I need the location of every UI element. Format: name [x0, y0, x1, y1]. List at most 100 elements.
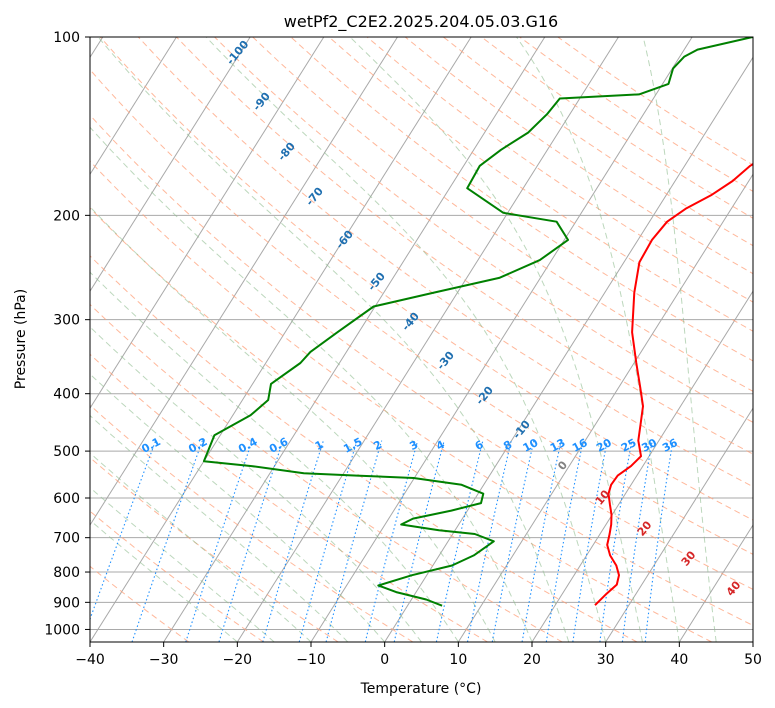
y-tick-label: 1000	[44, 622, 80, 638]
dry-adiabat-label: -70	[303, 185, 326, 209]
dry-adiabat-label: 0	[555, 458, 570, 472]
mixing-ratio-label: 0.4	[236, 435, 260, 456]
moist-adiabat-line	[90, 519, 238, 642]
mixing-ratio-line	[262, 440, 324, 642]
dry-adiabat-label: 20	[635, 518, 655, 538]
chart-title: wetPf2_C2E2.2025.204.05.03.G16	[284, 12, 558, 32]
mixing-ratio-line	[218, 440, 284, 642]
dry-adiabat-line	[328, 37, 753, 332]
mixing-ratio-line	[491, 440, 535, 642]
mixing-ratio-line	[325, 440, 383, 642]
isotherm-line	[605, 407, 753, 642]
isotherm-line	[90, 37, 325, 410]
mixing-ratio-line	[521, 440, 562, 642]
dry-adiabat-line	[366, 37, 753, 303]
mixing-ratio-label: 16	[570, 436, 590, 455]
mixing-ratio-line	[644, 440, 674, 642]
dry-adiabat-line	[90, 303, 563, 642]
mixing-ratio-line	[435, 440, 484, 642]
moist-adiabat-line	[90, 206, 496, 642]
dry-adiabat-label: -20	[473, 384, 496, 408]
dry-adiabat-line	[90, 255, 638, 642]
dry-adiabat-line	[214, 37, 753, 423]
mixing-ratio-label: 1.5	[341, 435, 364, 456]
dry-adiabat-label: -90	[250, 90, 273, 114]
moist-adiabat-line	[90, 326, 422, 642]
dry-adiabat-line	[90, 68, 753, 555]
dry-adiabat-label: 40	[724, 578, 744, 598]
y-tick-label: 200	[53, 208, 80, 224]
dry-adiabat-line	[90, 404, 414, 642]
mixing-ratio-line	[364, 440, 419, 642]
x-tick-label: 30	[597, 652, 615, 668]
dry-adiabat-line	[90, 160, 753, 627]
x-tick-label: 50	[744, 652, 762, 668]
moist-adiabat-line	[516, 37, 680, 642]
y-tick-label: 400	[53, 387, 80, 403]
isotherm-line	[163, 37, 546, 642]
profile-lines	[202, 37, 753, 607]
dry-adiabat-line	[176, 37, 753, 455]
mixing-ratio-line	[621, 440, 653, 642]
mixing-ratio-label: 25	[619, 436, 639, 455]
moist-adiabat-line	[90, 486, 275, 642]
x-tick-label: 10	[449, 652, 467, 668]
dry-adiabat-line	[137, 37, 753, 488]
mixing-ratio-line	[90, 440, 157, 621]
dry-adiabat-line	[90, 353, 488, 642]
background-lines	[90, 37, 753, 642]
dry-adiabat-line	[90, 456, 339, 642]
mixing-ratio-label: 0.2	[186, 435, 209, 456]
dry-adiabat-label: -40	[399, 310, 422, 334]
x-tick-label: 0	[380, 652, 389, 668]
moist-adiabat-line	[90, 452, 312, 642]
isotherm-line	[752, 641, 753, 642]
moist-adiabat-line	[205, 37, 607, 642]
isotherm-line	[310, 37, 693, 642]
x-tick-label: −20	[223, 652, 253, 668]
x-tick-label: −30	[149, 652, 179, 668]
dry-adiabat-line	[557, 37, 753, 166]
dry-adiabat-line	[481, 37, 753, 219]
moist-adiabat-line	[90, 271, 459, 642]
mixing-ratio-line	[466, 440, 512, 642]
y-tick-label: 600	[53, 491, 80, 507]
isotherm-line	[90, 37, 398, 527]
dry-adiabat-label: -50	[365, 270, 388, 294]
dry-adiabat-label: -30	[434, 349, 457, 373]
y-tick-label: 100	[53, 30, 80, 46]
temperature-profile-line	[594, 162, 753, 606]
y-tick-label: 300	[53, 313, 80, 329]
y-tick-label: 700	[53, 531, 80, 547]
dewpoint-profile-line	[202, 37, 753, 607]
moist-adiabat-line	[97, 37, 570, 642]
moist-adiabat-line	[90, 126, 533, 642]
isotherm-line	[236, 37, 619, 642]
mixing-ratio-line	[185, 440, 253, 642]
dry-adiabat-line	[90, 207, 712, 642]
dry-adiabat-line	[90, 114, 753, 590]
isotherm-line	[384, 56, 753, 642]
moist-adiabat-line	[349, 37, 643, 642]
mixing-ratio-label: 0.1	[139, 435, 162, 456]
mixing-ratio-line	[298, 440, 358, 642]
mixing-ratio-label: 30	[639, 436, 659, 455]
mixing-ratio-line	[572, 440, 608, 642]
mixing-ratio-line	[545, 440, 584, 642]
isotherm-line	[90, 37, 177, 176]
isotherm-line	[90, 37, 472, 642]
isotherm-line	[678, 524, 753, 642]
y-tick-label: 900	[53, 595, 80, 611]
dry-adiabat-line	[404, 37, 753, 275]
x-tick-label: 40	[670, 652, 688, 668]
mixing-ratio-line	[599, 440, 633, 642]
isotherm-line	[457, 173, 753, 642]
plot-frame	[89, 36, 754, 643]
isotherm-line	[90, 37, 251, 293]
mixing-ratio-line	[393, 440, 445, 642]
x-tick-label: −10	[296, 652, 326, 668]
mixing-ratio-label: 36	[660, 436, 680, 455]
x-axis-label: Temperature (°C)	[360, 681, 482, 697]
x-tick-label: −40	[75, 652, 105, 668]
